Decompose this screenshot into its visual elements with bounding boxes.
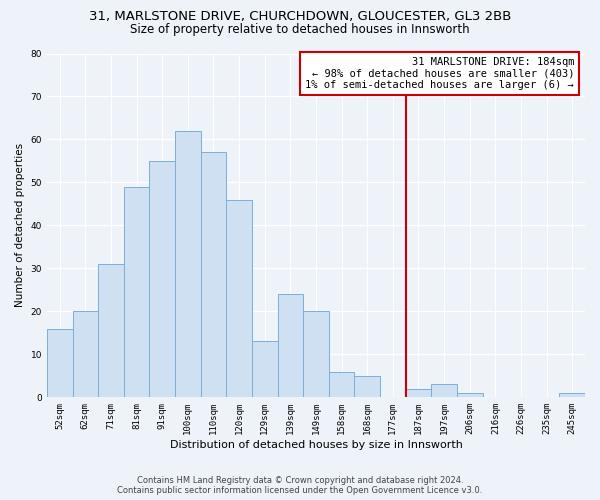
Bar (278, 294, 303, 398)
X-axis label: Distribution of detached houses by size in Innsworth: Distribution of detached houses by size … (170, 440, 463, 450)
Bar (47, 328, 73, 398)
Bar (303, 312, 329, 398)
Bar (175, 131, 200, 398)
Bar (457, 393, 482, 398)
Y-axis label: Number of detached properties: Number of detached properties (15, 144, 25, 308)
Bar (226, 200, 252, 398)
Bar (431, 384, 457, 398)
Bar (406, 388, 431, 398)
Bar (98, 264, 124, 398)
Text: 31 MARLSTONE DRIVE: 184sqm
← 98% of detached houses are smaller (403)
1% of semi: 31 MARLSTONE DRIVE: 184sqm ← 98% of deta… (305, 57, 574, 90)
Bar (73, 312, 98, 398)
Bar (252, 342, 278, 398)
Bar (124, 186, 149, 398)
Bar (355, 376, 380, 398)
Text: 31, MARLSTONE DRIVE, CHURCHDOWN, GLOUCESTER, GL3 2BB: 31, MARLSTONE DRIVE, CHURCHDOWN, GLOUCES… (89, 10, 511, 23)
Bar (200, 152, 226, 398)
Bar (329, 372, 355, 398)
Bar (559, 393, 585, 398)
Bar (149, 161, 175, 398)
Text: Size of property relative to detached houses in Innsworth: Size of property relative to detached ho… (130, 22, 470, 36)
Text: Contains HM Land Registry data © Crown copyright and database right 2024.
Contai: Contains HM Land Registry data © Crown c… (118, 476, 482, 495)
